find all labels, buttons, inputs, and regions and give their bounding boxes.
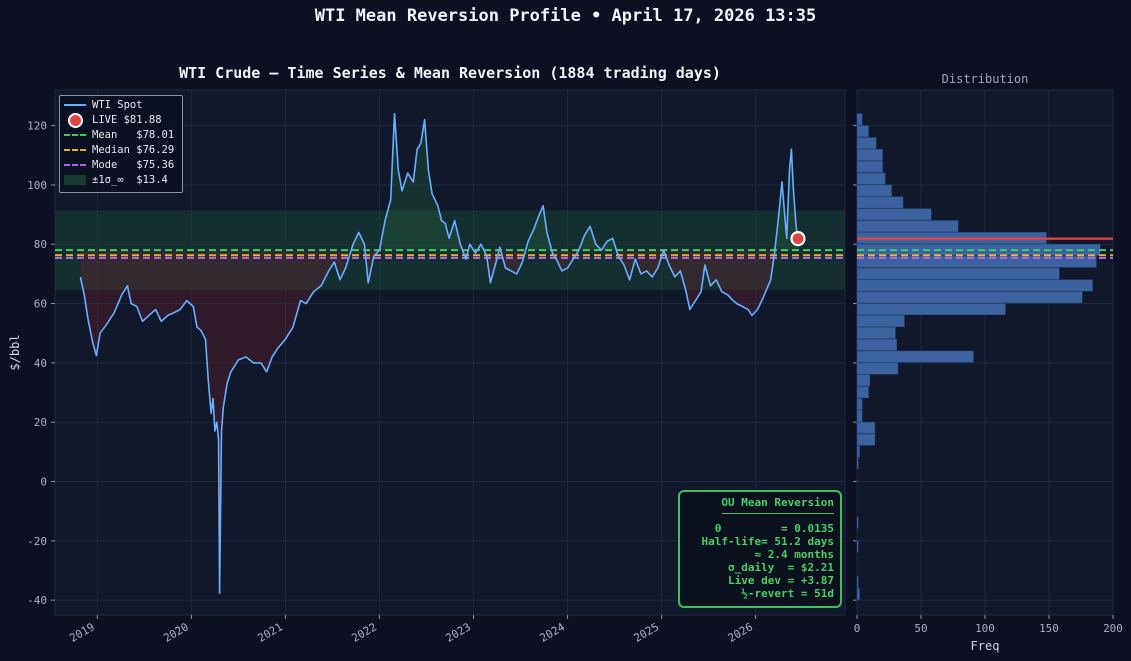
histogram-bar [856,267,1060,280]
legend-swatch-mean [64,134,86,136]
histogram-bar [856,149,883,161]
legend-item-band: ±1σ_∞ $13.4 [64,173,168,187]
ou-line-halflife: Half-life= 51.2 days [701,535,834,548]
histogram-bar [856,184,892,197]
histogram-bar [856,291,1083,304]
ou-line-months: ≈ 2.4 months [754,548,834,561]
distribution-panel: 0 50 100 150 200 Freq [853,89,1123,653]
page-title: WTI Mean Reversion Profile • April 17, 2… [314,6,817,26]
legend-label-mean: Mean $78.01 [92,129,175,141]
histogram-bar [856,208,932,221]
histogram-bar [856,576,859,588]
histogram-bar [856,457,859,470]
histogram-bar [856,160,883,173]
dist-x-tick-label: 200 [1103,622,1123,635]
histogram-bar [856,362,899,375]
histogram-bar [856,374,871,387]
x-tick-label: 2026 [726,620,755,645]
legend-item-spot: WTI Spot [64,98,143,112]
dist-x-axis-label: Freq [971,639,1000,653]
time-series-panel: -40 -20 0 20 40 60 80 100 120 2019 2020 2021 2022 202… [8,89,846,645]
histogram-bar [856,445,860,458]
legend: WTI Spot LIVE $81.88 Mean $78.01 Median … [59,95,183,193]
legend-label-median: Median $76.29 [92,144,175,156]
x-tick-label: 2020 [161,620,190,645]
histogram-bar [856,433,876,446]
histogram-bar [856,398,863,410]
legend-swatch-median [64,149,86,151]
histogram-bar [856,386,869,399]
y-tick-label: 0 [40,476,47,489]
legend-item-mode: Mode $75.36 [64,158,174,172]
histogram-bar [856,327,896,339]
histogram-bar [856,137,877,149]
ou-line-sigma: σ_daily = $2.21 [728,561,834,574]
y-tick-label: 120 [27,120,47,133]
ou-title: OU Mean Reversion [721,496,834,509]
histogram-bar [856,410,863,422]
ou-line-theta: θ = 0.0135 [714,522,834,535]
histogram-bar [856,350,974,363]
histogram-bar [856,172,886,185]
x-tick-label: 2019 [67,620,96,645]
legend-label-band: ±1σ_∞ $13.4 [92,174,168,186]
x-tick-label: 2022 [350,620,379,645]
histogram-bar [856,220,959,233]
y-tick-label: 100 [27,179,47,192]
histogram-bar [856,315,905,327]
area-above-mean [351,113,798,251]
wti-spot-line [79,112,799,594]
histogram-bar [856,588,860,600]
chart-title: WTI Crude — Time Series & Mean Reversion… [179,64,721,82]
histogram-bar [856,303,1006,316]
histogram-bar [856,255,1097,268]
x-tick-label: 2021 [255,620,284,645]
histogram-bar [856,196,904,209]
histogram-bar [856,125,869,138]
x-tick-label: 2024 [538,620,568,645]
y-tick-label: 60 [34,298,47,311]
legend-item-mean: Mean $78.01 [64,128,174,142]
histogram-bar [856,279,1093,292]
y-tick-label: -40 [27,594,47,607]
histogram-bar [856,113,863,126]
legend-swatch-mode [64,164,86,166]
legend-swatch-spot [64,104,86,106]
ou-line-livedev: Live dev = +3.87 [728,574,834,587]
dist-x-tick-label: 100 [975,622,995,635]
histogram-bar [856,540,859,553]
histogram-bar [856,338,897,351]
legend-label-live: LIVE $81.88 [92,114,162,126]
live-point [790,231,806,247]
dist-x-tick-label: 150 [1039,622,1059,635]
x-tick-label: 2023 [444,620,473,645]
histogram-bar [856,421,876,434]
x-tick-label: 2025 [632,620,661,645]
legend-item-live: LIVE $81.88 [64,113,162,128]
ou-line-halfrevert: ½-revert = 51d [741,587,834,600]
y-tick-label: 80 [34,238,47,251]
dist-x-tick-label: 0 [854,622,861,635]
legend-label-spot: WTI Spot [92,99,143,111]
legend-swatch-band [64,175,86,185]
legend-label-mode: Mode $75.36 [92,159,175,171]
legend-item-median: Median $76.29 [64,143,174,157]
dist-x-tick-label: 50 [914,622,927,635]
area-below-mean [80,250,798,594]
y-tick-label: 20 [34,416,47,429]
y-axis-label: $/bbl [8,334,22,370]
distribution-title: Distribution [941,72,1029,86]
y-tick-label: -20 [27,535,47,548]
ou-stats-box: OU Mean Reversion θ = 0.0135 Half-life= … [678,490,842,608]
y-tick-label: 40 [34,357,47,370]
sigma-band [55,210,845,290]
ou-divider [722,513,834,514]
histogram-bar [856,516,859,529]
